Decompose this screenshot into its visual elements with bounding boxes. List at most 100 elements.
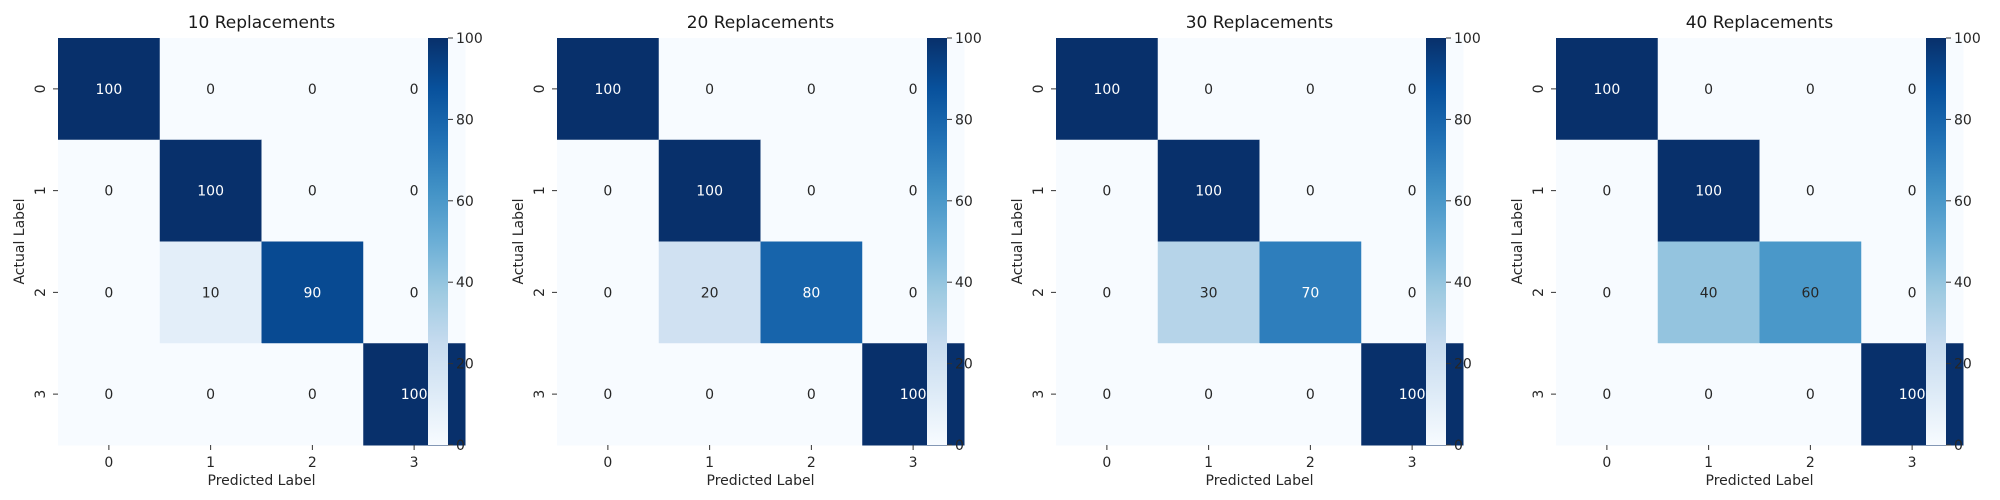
cell-value-label: 0 (1204, 82, 1213, 98)
cell-value-label: 0 (705, 82, 714, 98)
heatmap-cell (1259, 343, 1362, 446)
cell-value-label: 100 (197, 184, 224, 200)
cell-value-label: 100 (96, 82, 123, 98)
cell-value-label: 60 (1801, 285, 1819, 301)
cell-value-label: 0 (1408, 184, 1417, 200)
colorbar-tick-label: 60 (1954, 194, 1972, 210)
heatmap-cell (1361, 343, 1464, 446)
cell-value-label: 0 (909, 184, 918, 200)
x-tick-label: 2 (308, 455, 317, 471)
x-tick-label: 2 (1306, 455, 1315, 471)
cell-value-label: 0 (909, 285, 918, 301)
colorbar-tick-label: 0 (456, 438, 465, 454)
colorbar (1926, 38, 1946, 445)
heatmap-cell (1657, 38, 1760, 141)
cell-value-label: 0 (1806, 82, 1815, 98)
heatmap-cell (1157, 343, 1260, 446)
cell-value-label: 0 (104, 184, 113, 200)
y-tick-label: 0 (532, 84, 548, 93)
heatmap-cell (1259, 241, 1362, 344)
y-tick-label: 1 (1531, 186, 1547, 195)
cell-value-label: 0 (308, 387, 317, 403)
colorbar-tick-label: 60 (955, 194, 973, 210)
heatmap-cell (658, 38, 761, 141)
cell-value-label: 0 (1806, 387, 1815, 403)
heatmap-cell (760, 139, 863, 242)
y-axis-label: Actual Label (1510, 198, 1526, 284)
cell-value-label: 0 (1408, 82, 1417, 98)
cell-value-label: 0 (1704, 82, 1713, 98)
cell-value-label: 100 (1695, 184, 1722, 200)
heatmap-cell (658, 241, 761, 344)
heatmap-cell (862, 139, 965, 242)
heatmap-cell (1759, 241, 1862, 344)
heatmap-panel-3: 100 0 0 0 0 100 0 0 0 40 60 0 0 0 0 100 0 1 2 3 0 1 2 3 40 Repla… (1510, 13, 1981, 489)
cell-value-label: 100 (401, 387, 428, 403)
cell-value-label: 100 (900, 387, 927, 403)
heatmap-cell (261, 343, 364, 446)
heatmap-cell (1259, 139, 1362, 242)
x-tick-label: 1 (206, 455, 215, 471)
y-tick-label: 1 (33, 186, 49, 195)
cell-value-label: 0 (410, 184, 419, 200)
x-tick-label: 2 (807, 455, 816, 471)
colorbar-tick-label: 40 (1954, 275, 1972, 291)
cell-value-label: 0 (410, 82, 419, 98)
y-axis-label: Actual Label (1010, 198, 1026, 284)
heatmap-cell (1556, 38, 1659, 141)
heatmap-cell (1861, 139, 1964, 242)
y-tick-label: 1 (532, 186, 548, 195)
cell-value-label: 0 (1102, 285, 1111, 301)
heatmap-cell (363, 139, 466, 242)
cell-value-label: 0 (603, 387, 612, 403)
y-tick-label: 1 (1031, 186, 1047, 195)
heatmap-cell (1759, 38, 1862, 141)
cell-value-label: 0 (104, 285, 113, 301)
colorbar (428, 38, 448, 445)
x-tick-label: 3 (1408, 455, 1417, 471)
y-tick-label: 0 (1031, 84, 1047, 93)
heatmap-cell (1056, 139, 1159, 242)
heatmap-cell (1861, 38, 1964, 141)
heatmap-cell (1556, 343, 1659, 446)
cell-value-label: 0 (1602, 285, 1611, 301)
cell-value-label: 0 (308, 184, 317, 200)
cell-value-label: 0 (807, 82, 816, 98)
heatmap-cell (1361, 139, 1464, 242)
x-tick-label: 1 (705, 455, 714, 471)
colorbar-tick-label: 100 (1454, 31, 1481, 47)
colorbar-tick-label: 100 (955, 31, 982, 47)
cell-value-label: 0 (1908, 184, 1917, 200)
chart-title: 30 Replacements (1186, 13, 1334, 33)
chart-title: 20 Replacements (687, 13, 835, 33)
heatmap-cell (658, 343, 761, 446)
x-tick-label: 0 (104, 455, 113, 471)
cell-value-label: 70 (1301, 285, 1319, 301)
colorbar-tick-label: 60 (1454, 194, 1472, 210)
heatmap-cell (557, 343, 660, 446)
heatmap-cell (1056, 38, 1159, 141)
heatmap-cell (760, 343, 863, 446)
heatmap-cell (159, 241, 262, 344)
heatmap-cell (1259, 38, 1362, 141)
cell-value-label: 0 (705, 387, 714, 403)
heatmap-cell (1361, 241, 1464, 344)
x-axis-label: Predicted Label (707, 473, 815, 489)
cell-value-label: 0 (1306, 387, 1315, 403)
cell-value-label: 0 (909, 82, 918, 98)
cell-value-label: 90 (303, 285, 321, 301)
cell-value-label: 20 (701, 285, 719, 301)
cell-value-label: 0 (308, 82, 317, 98)
cell-value-label: 100 (1094, 82, 1121, 98)
x-tick-label: 1 (1704, 455, 1713, 471)
heatmap-cell (1759, 343, 1862, 446)
heatmap-cell (363, 38, 466, 141)
cell-value-label: 0 (1102, 387, 1111, 403)
colorbar-tick-label: 20 (1954, 357, 1972, 373)
x-axis-label: Predicted Label (1206, 473, 1314, 489)
y-tick-label: 3 (1531, 390, 1547, 399)
colorbar-tick-label: 20 (1454, 357, 1472, 373)
cell-value-label: 0 (410, 285, 419, 301)
colorbar-tick-label: 40 (1454, 275, 1472, 291)
